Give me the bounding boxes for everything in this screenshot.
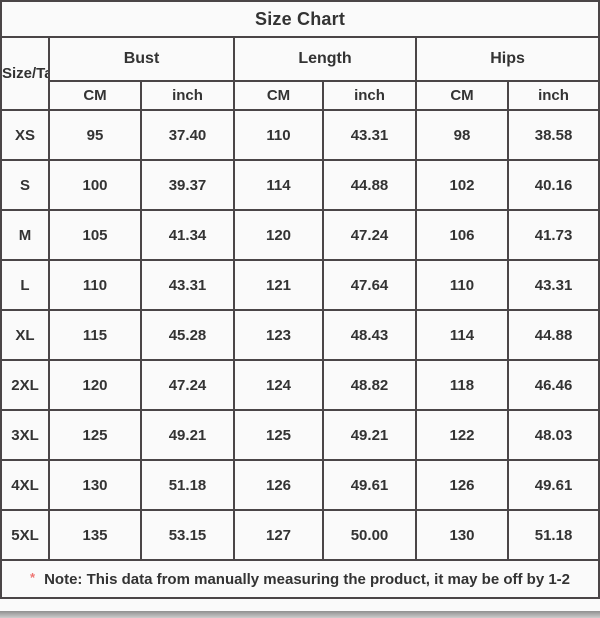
bust-inch-value: 49.21 [140, 409, 235, 461]
length-cm-header: CM [233, 80, 324, 111]
hips-cm-value: 130 [415, 509, 509, 561]
table-row-s: S 100 39.37 114 44.88 102 40.16 [0, 159, 600, 211]
table-row-3xl: 3XL 125 49.21 125 49.21 122 48.03 [0, 409, 600, 461]
length-cm-value: 123 [233, 309, 324, 361]
bust-inch-value: 47.24 [140, 359, 235, 411]
size-label: XL [0, 309, 50, 361]
hips-cm-value: 114 [415, 309, 509, 361]
bust-cm-value: 95 [48, 109, 142, 161]
hips-cm-value: 98 [415, 109, 509, 161]
hips-cm-value: 122 [415, 409, 509, 461]
length-inch-value: 43.31 [322, 109, 417, 161]
bust-cm-value: 115 [48, 309, 142, 361]
bust-cm-header: CM [48, 80, 142, 111]
hips-inch-value: 40.16 [506, 159, 600, 211]
hips-inch-value: 48.03 [506, 409, 600, 461]
bust-inch-value: 41.34 [140, 209, 235, 261]
note-row: * Note: This data from manually measuring… [0, 559, 600, 599]
length-cm-value: 114 [233, 159, 324, 211]
length-cm-value: 127 [233, 509, 324, 561]
size-label: 4XL [0, 459, 50, 511]
size-label: 3XL [0, 409, 50, 461]
note-cell: * Note: This data from manually measuring… [0, 559, 600, 599]
table-row-xs: XS 95 37.40 110 43.31 98 38.58 [0, 109, 600, 161]
bust-inch-value: 51.18 [140, 459, 235, 511]
length-inch-value: 48.82 [322, 359, 417, 411]
bust-inch-header: inch [140, 80, 235, 111]
hips-cm-value: 102 [415, 159, 509, 211]
size-label: S [0, 159, 50, 211]
group-header-row: Size/Tag Bust Length Hips [0, 36, 600, 111]
bust-cm-value: 100 [48, 159, 142, 211]
col-group-bust: Bust [48, 36, 235, 82]
bust-inch-value: 37.40 [140, 109, 235, 161]
hips-cm-value: 110 [415, 259, 509, 311]
title-row: Size Chart [0, 0, 600, 38]
bust-inch-value: 43.31 [140, 259, 235, 311]
length-inch-value: 50.00 [322, 509, 417, 561]
table-row-xl: XL 115 45.28 123 48.43 114 44.88 [0, 309, 600, 361]
hips-cm-value: 106 [415, 209, 509, 261]
hips-inch-value: 38.58 [506, 109, 600, 161]
bust-cm-value: 110 [48, 259, 142, 311]
length-cm-value: 125 [233, 409, 324, 461]
hips-inch-value: 44.88 [506, 309, 600, 361]
hips-inch-value: 43.31 [506, 259, 600, 311]
length-inch-value: 48.43 [322, 309, 417, 361]
table-row-2xl: 2XL 120 47.24 124 48.82 118 46.46 [0, 359, 600, 411]
corner-header: Size/Tag [0, 36, 50, 111]
bust-cm-value: 105 [48, 209, 142, 261]
length-inch-value: 49.61 [322, 459, 417, 511]
hips-cm-value: 118 [415, 359, 509, 411]
hips-cm-header: CM [415, 80, 509, 111]
hips-cm-value: 126 [415, 459, 509, 511]
length-cm-value: 120 [233, 209, 324, 261]
hips-inch-value: 46.46 [506, 359, 600, 411]
table-row-4xl: 4XL 130 51.18 126 49.61 126 49.61 [0, 459, 600, 511]
hips-inch-value: 51.18 [506, 509, 600, 561]
table-row-l: L 110 43.31 121 47.64 110 43.31 [0, 259, 600, 311]
col-group-length: Length [233, 36, 417, 82]
length-inch-value: 44.88 [322, 159, 417, 211]
table-row-m: M 105 41.34 120 47.24 106 41.73 [0, 209, 600, 261]
length-inch-header: inch [322, 80, 417, 111]
bust-cm-value: 120 [48, 359, 142, 411]
bust-cm-value: 125 [48, 409, 142, 461]
size-label: L [0, 259, 50, 311]
bottom-edge-strip [0, 611, 600, 618]
size-chart-table: Size Chart Size/Tag Bust Length Hips CM … [0, 0, 600, 599]
length-inch-value: 47.64 [322, 259, 417, 311]
col-group-hips: Hips [414, 36, 600, 82]
hips-inch-header: inch [506, 80, 600, 111]
note-text: Note: This data from manually measuring … [44, 570, 571, 588]
length-cm-value: 124 [233, 359, 324, 411]
bust-inch-value: 39.37 [140, 159, 235, 211]
note-asterisk: * [30, 569, 36, 585]
length-cm-value: 126 [233, 459, 324, 511]
bust-inch-value: 53.15 [140, 509, 235, 561]
length-cm-value: 110 [233, 109, 324, 161]
bust-inch-value: 45.28 [140, 309, 235, 361]
length-inch-value: 49.21 [322, 409, 417, 461]
hips-inch-value: 49.61 [506, 459, 600, 511]
size-label: M [0, 209, 50, 261]
chart-title: Size Chart [0, 0, 600, 38]
size-label: XS [0, 109, 50, 161]
length-cm-value: 121 [233, 259, 324, 311]
unit-header-row: CM inch CM inch CM inch [1, 80, 600, 111]
table-row-5xl: 5XL 135 53.15 127 50.00 130 51.18 [0, 509, 600, 561]
hips-inch-value: 41.73 [506, 209, 600, 261]
size-label: 2XL [0, 359, 50, 411]
length-inch-value: 47.24 [322, 209, 417, 261]
size-label: 5XL [0, 509, 50, 561]
bust-cm-value: 130 [48, 459, 142, 511]
bust-cm-value: 135 [48, 509, 142, 561]
